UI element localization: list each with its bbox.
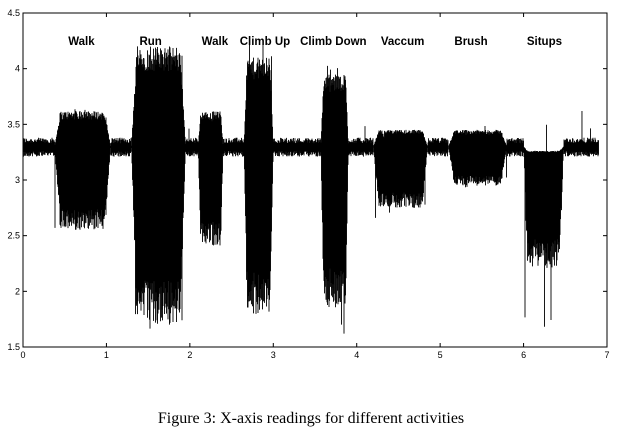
- x-tick-label: 7: [604, 350, 609, 360]
- y-tick-label: 4.5: [7, 8, 20, 18]
- y-tick-label: 2.5: [7, 231, 20, 241]
- activity-label: Vaccum: [381, 36, 424, 48]
- chart: 0 1 2 3 4 5 6 7 1.5 2 2.5 3 3.5 4 4.5 Walk Run Walk Climb…: [7, 8, 609, 360]
- activity-label: Run: [139, 36, 161, 48]
- activity-label: Brush: [454, 36, 487, 48]
- activity-label: Climb Down: [300, 36, 366, 48]
- y-tick-label: 3.5: [7, 119, 20, 129]
- activity-label: Climb Up: [240, 36, 290, 48]
- figure-caption: Figure 3: X-axis readings for different …: [157, 410, 465, 427]
- x-tick-label: 6: [521, 350, 526, 360]
- x-tick-label: 3: [271, 350, 276, 360]
- activity-label: Situps: [527, 36, 562, 48]
- y-tick-label: 2: [15, 286, 20, 296]
- x-tick-label: 0: [20, 350, 25, 360]
- x-tick-label: 5: [438, 350, 443, 360]
- x-tick-label: 2: [187, 350, 192, 360]
- activity-label: Walk: [202, 36, 229, 48]
- y-tick-label: 1.5: [7, 342, 20, 352]
- y-tick-label: 4: [15, 64, 20, 74]
- y-tick-label: 3: [15, 175, 20, 185]
- activity-labels: Walk Run Walk Climb Up Climb Down Vaccum Brush…: [68, 36, 562, 48]
- activity-label: Walk: [68, 36, 95, 48]
- plot-background: [23, 13, 607, 347]
- plot-frame: [22, 12, 608, 348]
- x-tick-label: 1: [104, 350, 109, 360]
- x-tick-label: 4: [354, 350, 359, 360]
